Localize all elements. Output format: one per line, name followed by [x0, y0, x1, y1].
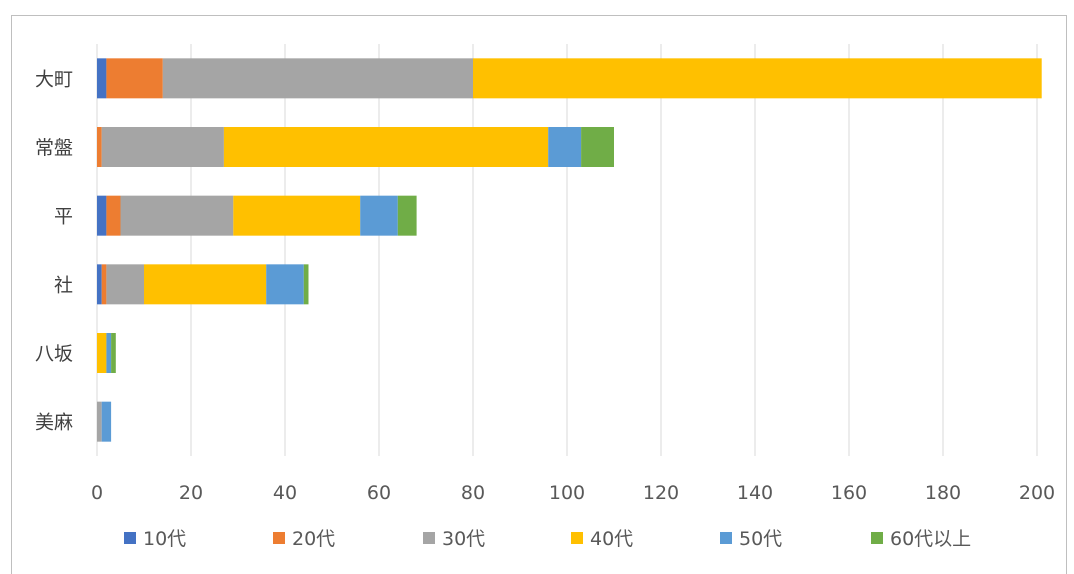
bar-segment — [111, 333, 116, 373]
chart-border — [11, 15, 1067, 574]
legend-swatch — [273, 532, 285, 544]
x-tick-label: 40 — [273, 482, 297, 504]
bar-segment — [120, 195, 234, 236]
legend-swatch — [720, 532, 732, 544]
bar-segment — [360, 195, 398, 236]
category-label: 社 — [54, 274, 73, 296]
bar-segment — [223, 127, 549, 167]
legend-swatch — [571, 532, 583, 544]
category-label: 美麻 — [35, 412, 73, 434]
category-label: 八坂 — [35, 343, 73, 365]
category-label: 大町 — [35, 68, 73, 90]
legend-label: 40代 — [590, 528, 633, 550]
category-label: 常盤 — [35, 137, 73, 159]
bar-segment — [97, 127, 102, 167]
bar-segment — [233, 195, 361, 236]
legend-label: 30代 — [442, 528, 485, 550]
legend-label: 20代 — [292, 528, 335, 550]
x-tick-label: 180 — [925, 482, 961, 504]
gridlines — [96, 44, 1038, 456]
bar-segment — [266, 264, 304, 305]
x-tick-labels: 0 20 40 60 80 100 120 140 160 180 200 — [91, 482, 1055, 504]
x-tick-label: 80 — [461, 482, 485, 504]
bar-segment — [97, 195, 107, 236]
legend-label: 50代 — [739, 528, 782, 550]
bar-segment — [106, 333, 112, 373]
bar-segment — [473, 58, 1042, 99]
x-tick-label: 20 — [179, 482, 203, 504]
bar-segment — [303, 264, 309, 305]
legend-label: 60代以上 — [890, 528, 971, 550]
bar-segment — [106, 195, 121, 236]
x-tick-label: 160 — [831, 482, 867, 504]
bar-segment — [101, 264, 107, 305]
bar-segment — [106, 264, 144, 305]
bar-segment — [106, 58, 163, 99]
bar-segment — [97, 401, 102, 442]
legend-label: 10代 — [143, 528, 186, 550]
x-tick-label: 100 — [549, 482, 585, 504]
bar-segment — [397, 195, 417, 236]
bar-segment — [101, 401, 112, 442]
x-tick-label: 140 — [737, 482, 773, 504]
bar-segment — [97, 264, 102, 305]
legend-swatch — [871, 532, 883, 544]
x-tick-label: 0 — [91, 482, 103, 504]
legend-swatch — [124, 532, 136, 544]
legend-swatch — [423, 532, 435, 544]
x-tick-label: 200 — [1019, 482, 1055, 504]
bar-segment — [144, 264, 267, 305]
bar-segment — [162, 58, 474, 99]
bars — [97, 58, 1042, 442]
x-tick-label: 120 — [643, 482, 679, 504]
x-tick-label: 60 — [367, 482, 391, 504]
bar-segment — [97, 333, 107, 373]
bar-segment — [101, 127, 224, 167]
bar-segment — [97, 58, 107, 99]
bar-segment — [548, 127, 582, 167]
bar-segment — [581, 127, 614, 167]
legend: 10代 20代 30代 40代 50代 60代以上 — [124, 528, 971, 550]
category-label: 平 — [54, 206, 73, 228]
